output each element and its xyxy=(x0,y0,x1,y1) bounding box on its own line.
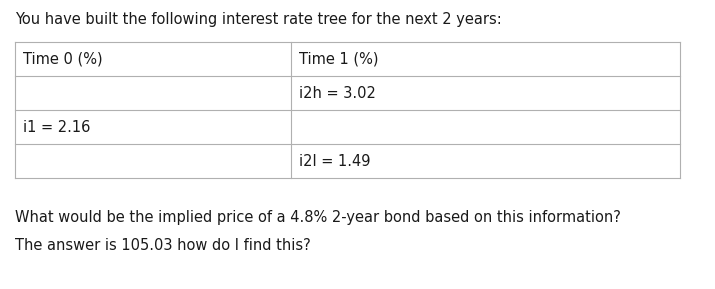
Text: You have built the following interest rate tree for the next 2 years:: You have built the following interest ra… xyxy=(15,12,502,27)
Bar xyxy=(15,42,680,178)
Text: What would be the implied price of a 4.8% 2-year bond based on this information?: What would be the implied price of a 4.8… xyxy=(15,210,621,225)
Text: Time 0 (%): Time 0 (%) xyxy=(23,51,103,66)
Text: The answer is 105.03 how do I find this?: The answer is 105.03 how do I find this? xyxy=(15,238,311,253)
Text: i1 = 2.16: i1 = 2.16 xyxy=(23,119,90,134)
Text: i2h = 3.02: i2h = 3.02 xyxy=(299,86,376,101)
Text: i2l = 1.49: i2l = 1.49 xyxy=(299,153,370,168)
Text: Time 1 (%): Time 1 (%) xyxy=(299,51,378,66)
